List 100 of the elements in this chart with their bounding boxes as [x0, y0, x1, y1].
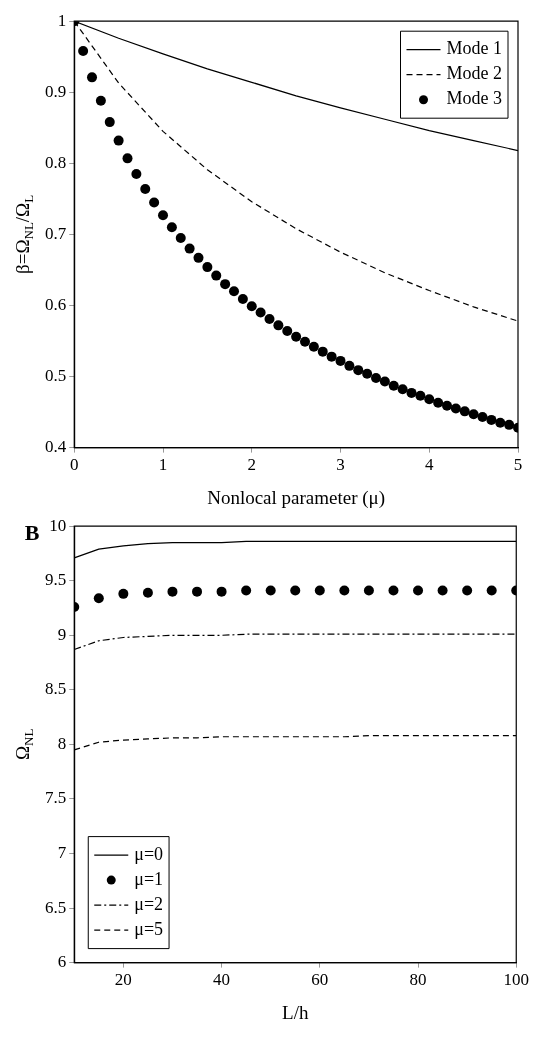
y-tick-label: 9: [57, 624, 67, 644]
point: [229, 286, 239, 297]
point: [450, 403, 461, 414]
x-tick-label: 4: [425, 455, 434, 475]
y-tick-label: 1: [57, 10, 67, 30]
point: [140, 183, 151, 194]
point: [308, 341, 319, 352]
point: [184, 243, 195, 254]
point: [300, 336, 310, 347]
y-tick-label: 0.7: [45, 223, 67, 243]
point: [353, 365, 364, 376]
y-tick-label: 0.6: [45, 294, 67, 314]
point: [362, 368, 373, 379]
x-tick-label: 5: [513, 455, 523, 475]
point: [211, 270, 222, 281]
point: [406, 387, 417, 398]
point: [142, 587, 153, 598]
point: [255, 307, 266, 318]
y-tick-label: 6: [57, 952, 67, 972]
point: [486, 414, 497, 425]
point: [468, 409, 479, 420]
point: [95, 95, 106, 106]
point: [220, 279, 231, 290]
x-tick-label: 3: [336, 455, 345, 475]
point: [388, 585, 399, 596]
point: [459, 406, 470, 417]
point: [264, 313, 275, 324]
point: [131, 168, 142, 179]
point: [246, 301, 257, 312]
y-tick-label: 8.5: [45, 679, 67, 699]
y-tick-label: 7: [57, 842, 67, 862]
legend-label: μ=5: [134, 918, 164, 939]
y-tick-label: 7.5: [45, 788, 67, 808]
point: [149, 197, 160, 208]
point: [437, 585, 448, 596]
point: [371, 372, 381, 383]
x-tick-label: 0: [70, 455, 79, 475]
legend-label: μ=0: [134, 843, 164, 864]
chart-title: B: [24, 519, 40, 545]
point: [379, 376, 390, 387]
point: [442, 400, 452, 411]
point: [282, 326, 293, 337]
legend-label: Mode 2: [446, 63, 503, 84]
point: [167, 586, 178, 597]
point: [202, 262, 213, 273]
point: [78, 46, 89, 57]
point: [93, 593, 104, 604]
y-tick-label: 0.8: [45, 152, 67, 172]
point: [166, 222, 177, 233]
y-tick-label: 6.5: [45, 897, 67, 917]
point: [413, 585, 424, 596]
y-tick-label: 0.4: [45, 437, 67, 457]
legend-label: μ=2: [134, 893, 164, 914]
x-tick-label: 20: [114, 970, 132, 990]
point: [122, 153, 133, 164]
y-axis-title: β=ΩNL/ΩL: [11, 194, 37, 274]
point: [118, 588, 129, 599]
point: [486, 585, 497, 596]
y-axis-title: ΩNL: [11, 728, 37, 761]
point: [314, 585, 325, 596]
y-tick-label: 10: [49, 515, 67, 535]
x-tick-label: 80: [409, 970, 427, 990]
legend-label: Mode 1: [446, 38, 503, 59]
point: [415, 390, 426, 401]
x-axis-title: L/h: [282, 1001, 309, 1023]
point: [339, 585, 350, 596]
point: [424, 394, 435, 405]
legend-label: Mode 3: [446, 88, 503, 109]
point: [241, 585, 252, 596]
point: [290, 585, 301, 596]
point: [363, 585, 374, 596]
x-tick-label: 2: [247, 455, 256, 475]
point: [344, 360, 355, 371]
point: [175, 232, 186, 243]
point: [317, 346, 328, 357]
point: [477, 412, 488, 423]
point: [273, 320, 284, 331]
y-tick-label: 8: [57, 733, 67, 753]
point: [495, 417, 506, 428]
point: [462, 585, 473, 596]
point: [433, 397, 444, 408]
point: [216, 586, 227, 597]
x-tick-label: 100: [503, 970, 529, 990]
point: [335, 355, 346, 366]
legend-label: μ=1: [134, 868, 164, 889]
y-tick-label: 9.5: [45, 570, 67, 590]
point: [104, 117, 115, 128]
point: [193, 252, 204, 263]
point: [504, 419, 515, 430]
point: [87, 72, 97, 83]
y-tick-label: 0.5: [45, 366, 67, 385]
point: [237, 294, 248, 305]
point: [158, 210, 168, 221]
x-tick-label: 1: [158, 455, 168, 475]
x-tick-label: 40: [213, 970, 231, 990]
point: [192, 586, 203, 597]
y-tick-label: 0.9: [45, 81, 67, 101]
point: [265, 585, 276, 596]
point: [388, 380, 399, 391]
point: [397, 384, 408, 395]
